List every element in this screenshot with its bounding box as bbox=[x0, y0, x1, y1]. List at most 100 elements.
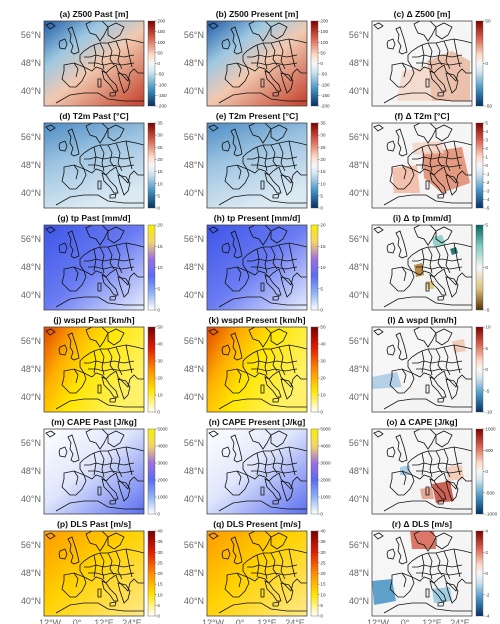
map-frame bbox=[371, 428, 473, 515]
colorbar-tick-label: 50 bbox=[320, 50, 326, 55]
map-panel: (d) T2m Past [°C] 35 30 25 20 15 10 5 0 bbox=[43, 111, 163, 211]
field-fill bbox=[44, 531, 144, 616]
map-panel: (h) tp Present [mm/d] 20 15 10 5 0 bbox=[206, 213, 326, 313]
colorbar-tick-label: 20 bbox=[157, 223, 163, 228]
map-frame bbox=[43, 122, 145, 209]
map-frame bbox=[43, 428, 145, 515]
colorbar-tick-label: 20 bbox=[157, 157, 163, 162]
map-frame bbox=[371, 326, 473, 413]
anomaly-patch bbox=[410, 531, 436, 549]
latitude-label: 56°N bbox=[21, 30, 41, 40]
map-panel: (b) Z500 Present [m] 200 150 100 50 0 -50 -100 -… bbox=[206, 9, 330, 109]
map-panel: (p) DLS Past [m/s] 40 35 30 25 20 15 10 5 0 bbox=[43, 519, 163, 619]
map-frame bbox=[206, 20, 308, 107]
field-fill bbox=[207, 123, 307, 208]
colorbar-tick-label: 20 bbox=[320, 376, 326, 381]
colorbar-tick-label: 0 bbox=[157, 206, 160, 211]
panel-title: (m) CAPE Past [J/kg] bbox=[51, 417, 137, 427]
field-fill bbox=[44, 123, 144, 208]
latitude-label: 40°N bbox=[21, 392, 41, 402]
map-panel: (f) Δ T2m [°C] 5 4 3 2 1 0 -1 -2 -3 -4 -5 bbox=[371, 111, 490, 211]
colorbar-tick-label: -10 bbox=[485, 410, 492, 415]
colorbar-tick-label: 40 bbox=[157, 342, 163, 347]
latitude-label: 56°N bbox=[184, 540, 204, 550]
anomaly-patch bbox=[432, 587, 452, 603]
colorbar bbox=[310, 326, 319, 413]
colorbar bbox=[475, 326, 484, 413]
colorbar-tick-label: 0 bbox=[320, 512, 323, 517]
latitude-label: 48°N bbox=[21, 262, 41, 272]
panel-title: (q) DLS Present [m/s] bbox=[213, 519, 301, 529]
colorbar-tick-label: 0 bbox=[485, 163, 488, 168]
map-panel: (a) Z500 Past [m] 200 150 100 50 0 -50 -100 -150… bbox=[43, 9, 167, 109]
latitude-label: 40°N bbox=[349, 290, 369, 300]
map-frame bbox=[206, 530, 308, 617]
colorbar-tick-label: 200 bbox=[320, 19, 328, 24]
colorbar-tick-label: -2 bbox=[485, 180, 490, 185]
colorbar-tick-label: 2 bbox=[485, 146, 488, 151]
latitude-label: 40°N bbox=[184, 494, 204, 504]
colorbar-tick-label: 10 bbox=[320, 265, 326, 270]
latitude-label: 40°N bbox=[349, 86, 369, 96]
map-frame bbox=[371, 122, 473, 209]
colorbar-tick-label: 5 bbox=[320, 193, 323, 198]
latitude-label: 56°N bbox=[21, 540, 41, 550]
latitude-label: 56°N bbox=[184, 336, 204, 346]
panel-title: (d) T2m Past [°C] bbox=[59, 111, 128, 121]
panel-title: (h) tp Present [mm/d] bbox=[214, 213, 301, 223]
latitude-label: 56°N bbox=[21, 234, 41, 244]
field-fill bbox=[207, 327, 307, 412]
latitude-label: 56°N bbox=[184, 234, 204, 244]
colorbar-tick-label: 2000 bbox=[320, 478, 331, 483]
colorbar-tick-label: -4 bbox=[485, 197, 490, 202]
map-frame bbox=[206, 122, 308, 209]
map-panel: (q) DLS Present [m/s] 40 35 30 25 20 15 10 5 0 bbox=[206, 519, 326, 619]
latitude-label: 56°N bbox=[349, 540, 369, 550]
latitude-label: 48°N bbox=[184, 364, 204, 374]
map-frame bbox=[371, 530, 473, 617]
latitude-label: 40°N bbox=[21, 494, 41, 504]
colorbar-tick-label: 0 bbox=[320, 410, 323, 415]
colorbar-tick-label: -100 bbox=[157, 82, 167, 87]
map-frame bbox=[206, 224, 308, 311]
colorbar-tick-label: 0 bbox=[485, 571, 488, 576]
colorbar-tick-label: 200 bbox=[157, 19, 165, 24]
map-frame bbox=[206, 428, 308, 515]
colorbar-tick-label: 5 bbox=[485, 346, 488, 351]
latitude-label: 48°N bbox=[21, 568, 41, 578]
latitude-label: 40°N bbox=[21, 596, 41, 606]
colorbar-tick-label: 35 bbox=[320, 539, 326, 544]
colorbar-tick-label: 0 bbox=[320, 308, 323, 313]
colorbar-tick-label: 0 bbox=[320, 614, 323, 619]
panel-title: (e) T2m Present [°C] bbox=[216, 111, 298, 121]
colorbar bbox=[310, 428, 319, 515]
latitude-label: 40°N bbox=[349, 188, 369, 198]
colorbar-tick-label: 25 bbox=[320, 145, 326, 150]
panel-title: (j) wspd Past [km/h] bbox=[53, 315, 134, 325]
latitude-label: 56°N bbox=[21, 336, 41, 346]
colorbar-tick-label: 20 bbox=[320, 571, 326, 576]
colorbar bbox=[475, 428, 484, 515]
field-fill bbox=[207, 429, 307, 514]
map-frame bbox=[43, 530, 145, 617]
colorbar-tick-label: 5 bbox=[157, 193, 160, 198]
field-fill bbox=[44, 429, 144, 514]
colorbar-tick-label: 40 bbox=[157, 529, 163, 534]
colorbar-tick-label: 15 bbox=[157, 582, 163, 587]
colorbar-tick-label: -100 bbox=[320, 82, 330, 87]
colorbar-tick-label: 5 bbox=[320, 286, 323, 291]
latitude-label: 40°N bbox=[184, 188, 204, 198]
anomaly-patch bbox=[372, 372, 402, 389]
latitude-label: 56°N bbox=[349, 132, 369, 142]
colorbar-tick-label: -50 bbox=[485, 104, 492, 109]
longitude-label: 24°E bbox=[285, 618, 305, 624]
colorbar-tick-label: 0 bbox=[485, 367, 488, 372]
colorbar-tick-label: 25 bbox=[157, 145, 163, 150]
colorbar-tick-label: 30 bbox=[157, 133, 163, 138]
colorbar-tick-label: 5 bbox=[485, 121, 488, 126]
colorbar-tick-label: 25 bbox=[157, 560, 163, 565]
longitude-label: 0° bbox=[401, 618, 410, 624]
colorbar bbox=[475, 20, 484, 107]
colorbar bbox=[147, 428, 156, 515]
latitude-label: 48°N bbox=[21, 160, 41, 170]
